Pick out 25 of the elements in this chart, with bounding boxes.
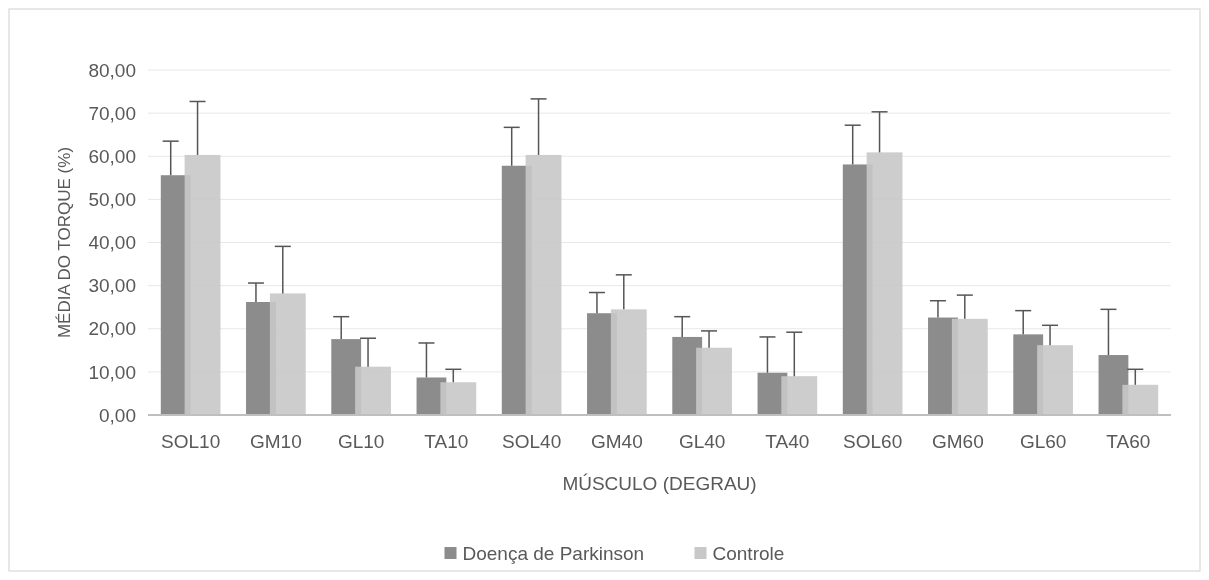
x-tick-label: GL40 [678, 431, 726, 452]
x-tick-label: GL60 [1019, 431, 1067, 452]
y-tick-label: 80,00 [88, 59, 136, 81]
legend-label: Doença de Parkinson [462, 542, 645, 564]
x-tick-label: GM40 [591, 431, 643, 452]
y-tick-label: 60,00 [88, 145, 136, 167]
y-axis-title: MÉDIA DO TORQUE (%) [55, 146, 74, 339]
y-tick-label: 40,00 [88, 232, 136, 254]
x-tick-label: SOL10 [161, 431, 221, 452]
x-axis-title: MÚSCULO (DEGRAU) [562, 473, 757, 494]
legend-label: Controle [712, 542, 785, 564]
y-tick-label: 10,00 [88, 361, 136, 383]
x-tick-label: SOL40 [502, 431, 562, 452]
x-tick-label: GL10 [337, 431, 385, 452]
y-tick-label: 0,00 [99, 404, 136, 426]
x-tick-label: TA60 [1106, 431, 1151, 452]
x-tick-label: GM60 [932, 431, 984, 452]
x-tick-label: SOL60 [843, 431, 903, 452]
y-tick-label: 70,00 [88, 102, 136, 124]
x-tick-label: TA40 [765, 431, 810, 452]
y-tick-label: 50,00 [88, 189, 136, 211]
y-tick-label: 20,00 [88, 318, 136, 340]
x-tick-label: TA10 [424, 431, 469, 452]
y-tick-label: 30,00 [88, 275, 136, 297]
x-tick-label: GM10 [250, 431, 302, 452]
